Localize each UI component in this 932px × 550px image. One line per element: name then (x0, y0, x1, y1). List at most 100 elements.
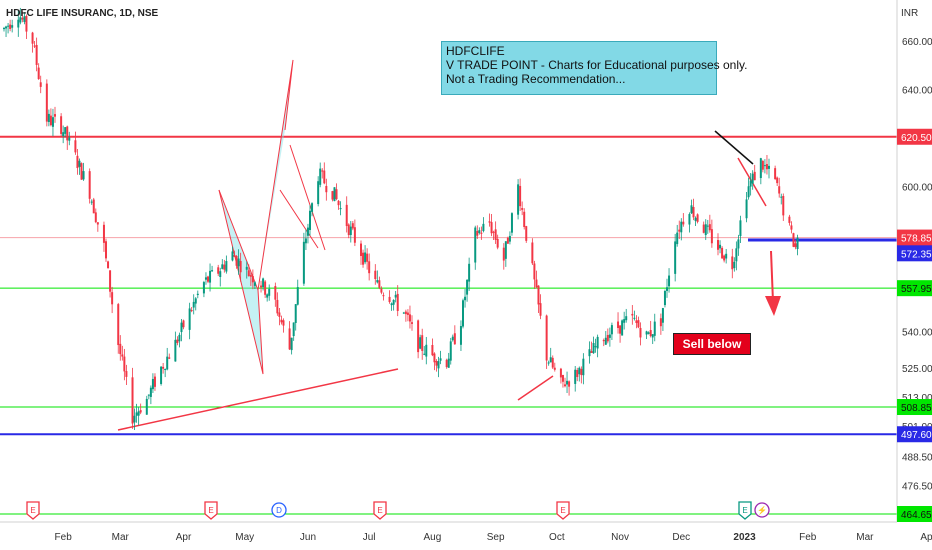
candle (759, 157, 762, 185)
candle-body (39, 82, 42, 87)
candle (745, 191, 748, 223)
candle-body (323, 170, 326, 184)
candle (435, 359, 438, 372)
event-marker-4[interactable]: E (556, 501, 570, 520)
candle-body (490, 222, 493, 234)
candle (7, 22, 10, 34)
candle (54, 106, 56, 123)
candle (635, 315, 638, 329)
candle-body (451, 336, 454, 341)
candle-body (421, 335, 424, 351)
candle (725, 248, 728, 264)
candle (368, 253, 371, 281)
candle-body (417, 320, 420, 353)
pattern-leg-cd (289, 144, 326, 251)
candle-body (296, 287, 299, 305)
candle-body (92, 199, 95, 214)
candle-body (561, 375, 564, 382)
candle-body (663, 291, 666, 306)
candle-body (119, 343, 122, 355)
event-marker-3[interactable]: E (373, 501, 387, 520)
candle-body (276, 299, 279, 314)
candle (164, 368, 167, 378)
candle-body (545, 315, 548, 361)
candle (282, 318, 285, 333)
candle-body (109, 270, 112, 292)
candle (74, 131, 77, 155)
candle (211, 265, 214, 273)
candle (478, 227, 481, 235)
candle-body (33, 45, 36, 47)
candle (162, 362, 165, 374)
candle (462, 298, 464, 329)
candle-body (535, 279, 538, 288)
candle-body (635, 320, 638, 323)
candle-body (378, 280, 381, 288)
candle (617, 312, 620, 334)
candle (325, 178, 328, 201)
candle (311, 202, 314, 217)
candle (747, 177, 750, 200)
candle-body (9, 24, 12, 29)
candle (580, 366, 583, 384)
candle (621, 319, 624, 336)
candle (137, 406, 140, 426)
candle (610, 322, 613, 341)
candle (751, 170, 754, 190)
candle-body (674, 241, 677, 274)
candle-body (445, 359, 448, 368)
candle-body (682, 221, 685, 225)
event-marker-6[interactable]: ⚡ (754, 502, 770, 518)
candle-body (217, 267, 220, 274)
event-marker-2[interactable]: D (271, 502, 287, 518)
candle (317, 176, 320, 207)
candle-body (353, 227, 356, 243)
event-markers: E E D E E E ⚡ (26, 501, 770, 520)
candle (160, 365, 163, 386)
candle (66, 125, 69, 150)
price-badge-bg-6 (897, 506, 932, 522)
event-marker-0[interactable]: E (26, 501, 40, 520)
candle (107, 260, 110, 269)
candle (790, 221, 793, 234)
candle-body (508, 235, 511, 242)
candle (60, 113, 63, 138)
candle-body (153, 376, 156, 387)
candle-body (402, 312, 405, 314)
candle (378, 276, 381, 290)
candle (739, 215, 742, 243)
candle-body (564, 384, 566, 387)
candle-body (690, 205, 693, 214)
candle-body (531, 242, 534, 264)
candle (437, 356, 440, 378)
candle-body (411, 322, 413, 324)
candle (449, 337, 452, 365)
candle (719, 240, 722, 254)
candle-body (594, 346, 597, 348)
candle (606, 328, 609, 344)
candle-body (592, 343, 595, 354)
candle-body (504, 241, 507, 259)
candle (553, 362, 556, 372)
event-marker-5[interactable]: E (738, 501, 752, 520)
candle (466, 278, 469, 302)
event-marker-1[interactable]: E (204, 501, 218, 520)
candle (796, 234, 799, 256)
candle (182, 319, 185, 330)
event-marker-label: E (377, 506, 382, 515)
candle (235, 255, 238, 269)
candle (221, 259, 224, 270)
candle-body (60, 116, 63, 134)
time-tick-14: Apr (920, 532, 932, 543)
candle (233, 250, 236, 257)
candle (476, 225, 479, 239)
candle-body (659, 318, 662, 327)
candle (517, 179, 520, 220)
time-tick-6: Aug (424, 532, 442, 543)
candle (11, 19, 14, 33)
event-marker-shape (373, 501, 387, 520)
candle-body (302, 241, 305, 284)
time-tick-7: Sep (487, 532, 505, 543)
candle-body (262, 278, 265, 288)
candle-body (21, 17, 24, 20)
